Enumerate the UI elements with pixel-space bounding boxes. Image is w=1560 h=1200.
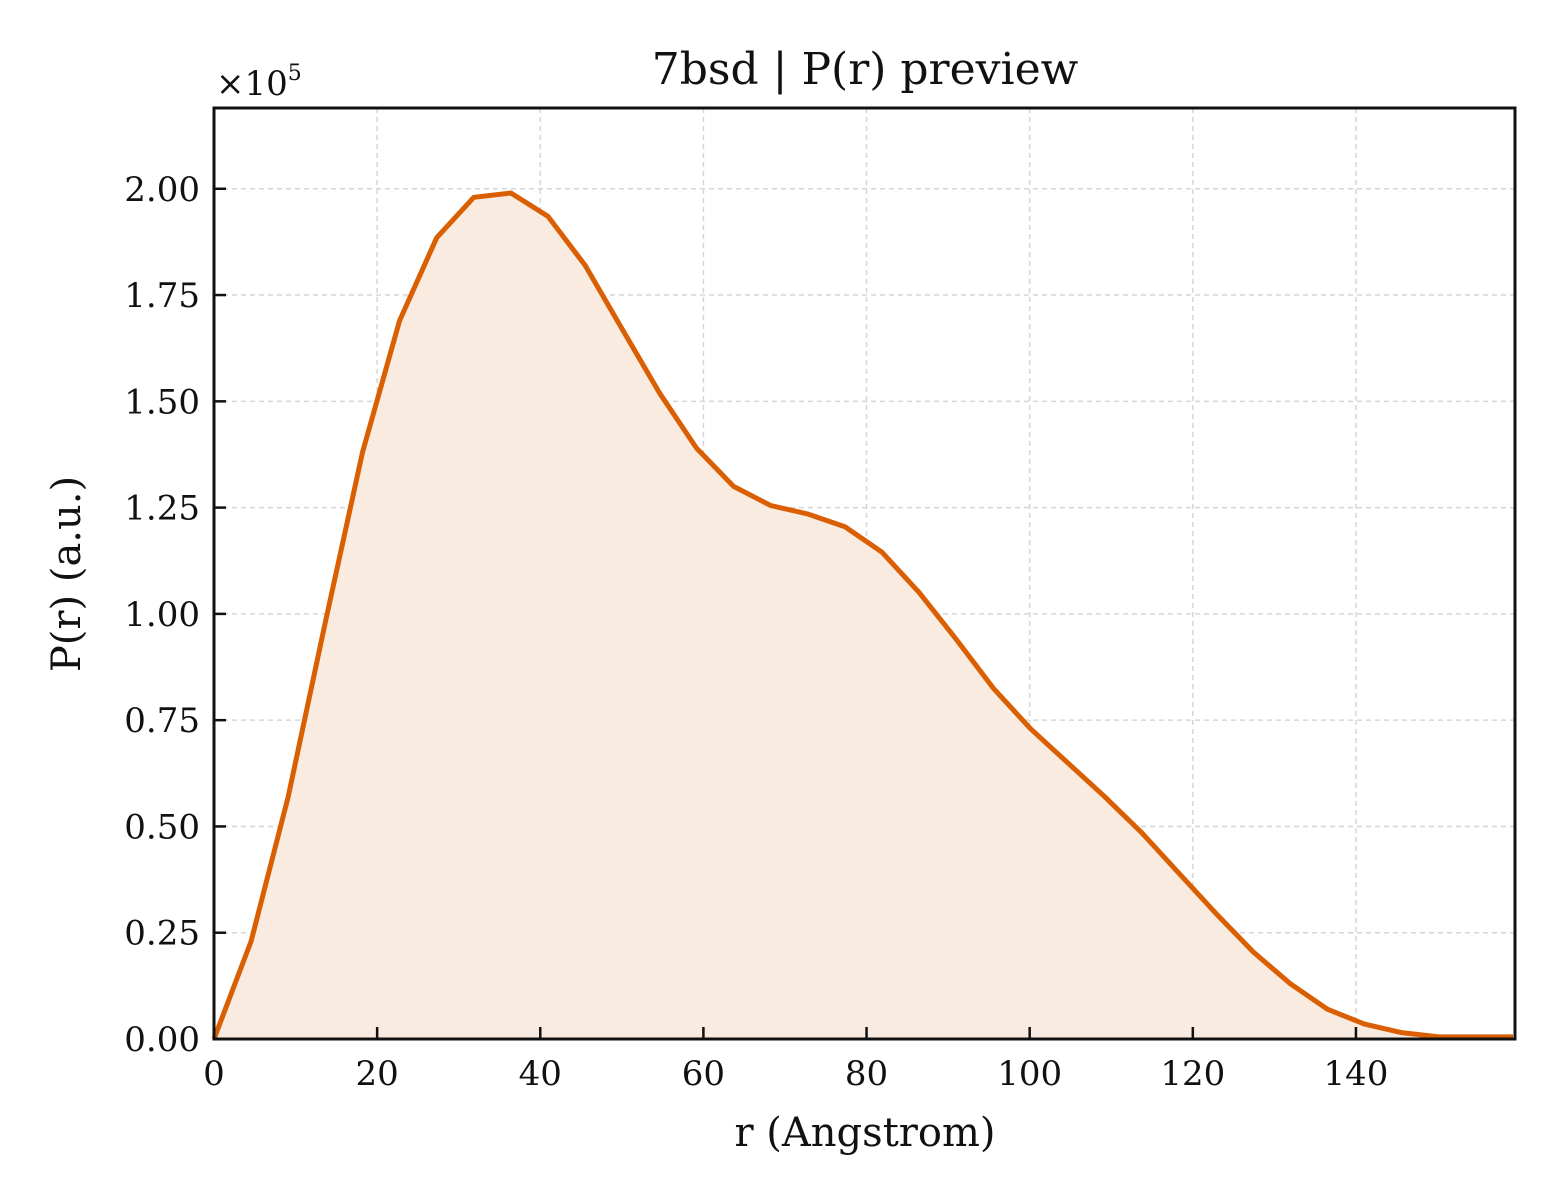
- pr-area-fill: [214, 193, 1513, 1039]
- y-multiplier-exponent: 5: [288, 61, 302, 86]
- x-tick-label: 0: [203, 1054, 225, 1094]
- y-tick-label: 1.75: [124, 276, 200, 316]
- x-tick-label: 20: [356, 1054, 399, 1094]
- x-tick-label: 140: [1323, 1054, 1388, 1094]
- x-tick-label: 60: [682, 1054, 725, 1094]
- pr-curve-line: [211, 190, 1513, 1040]
- y-tick-label: 2.00: [124, 170, 200, 210]
- y-tick-label: 1.00: [124, 595, 200, 635]
- y-tick-label: 1.50: [124, 382, 200, 422]
- x-tick-label: 40: [519, 1054, 562, 1094]
- y-tick-label: 0.75: [124, 701, 200, 741]
- y-tick-label: 0.00: [124, 1020, 200, 1060]
- y-tick-label: 0.25: [124, 914, 200, 954]
- chart-title: 7bsd | P(r) preview: [652, 44, 1079, 95]
- y-tick-label: 1.25: [124, 489, 200, 529]
- y-multiplier: ×105: [216, 61, 302, 104]
- y-multiplier-base: ×10: [216, 64, 288, 104]
- y-tick-label: 0.50: [124, 807, 200, 847]
- axis-ticks: 0 20 40 60 80 100 120 140 0.00 0.25 0.50 0.75 1.00 1.…: [124, 170, 1388, 1094]
- x-tick-label: 120: [1160, 1054, 1225, 1094]
- x-tick-label: 80: [845, 1054, 888, 1094]
- plot-frame: [212, 106, 1517, 1041]
- y-axis-label: P(r) (a.u.): [44, 476, 90, 672]
- x-axis-label: r (Angstrom): [734, 1110, 995, 1156]
- x-tick-label: 100: [997, 1054, 1062, 1094]
